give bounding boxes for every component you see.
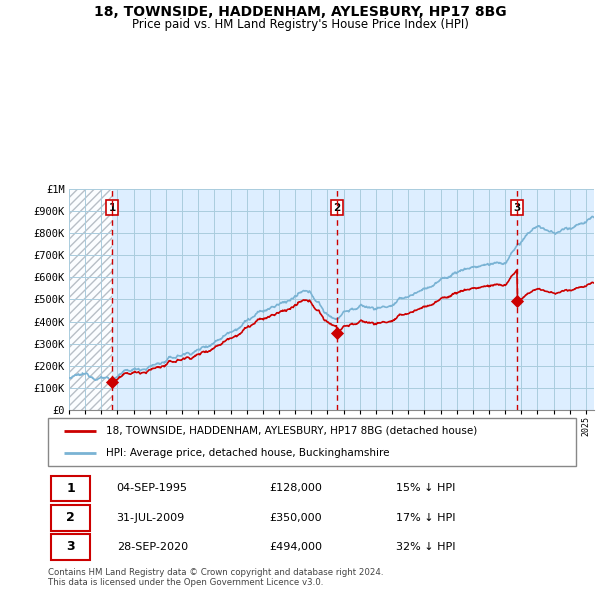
Text: 2: 2 — [66, 511, 75, 525]
Text: Price paid vs. HM Land Registry's House Price Index (HPI): Price paid vs. HM Land Registry's House … — [131, 18, 469, 31]
Text: This data is licensed under the Open Government Licence v3.0.: This data is licensed under the Open Gov… — [48, 578, 323, 587]
Text: HPI: Average price, detached house, Buckinghamshire: HPI: Average price, detached house, Buck… — [106, 448, 389, 458]
FancyBboxPatch shape — [48, 418, 576, 466]
Text: Contains HM Land Registry data © Crown copyright and database right 2024.: Contains HM Land Registry data © Crown c… — [48, 568, 383, 576]
Point — [107, 377, 117, 386]
Text: 3: 3 — [514, 202, 521, 212]
Text: £494,000: £494,000 — [270, 542, 323, 552]
Text: 32% ↓ HPI: 32% ↓ HPI — [397, 542, 456, 552]
Text: 15% ↓ HPI: 15% ↓ HPI — [397, 483, 456, 493]
Text: 28-SEP-2020: 28-SEP-2020 — [116, 542, 188, 552]
Text: £128,000: £128,000 — [270, 483, 323, 493]
Text: 1: 1 — [109, 202, 116, 212]
Point — [512, 296, 522, 306]
Text: 31-JUL-2009: 31-JUL-2009 — [116, 513, 185, 523]
Text: 18, TOWNSIDE, HADDENHAM, AYLESBURY, HP17 8BG (detached house): 18, TOWNSIDE, HADDENHAM, AYLESBURY, HP17… — [106, 426, 478, 436]
Text: 17% ↓ HPI: 17% ↓ HPI — [397, 513, 456, 523]
FancyBboxPatch shape — [50, 534, 90, 560]
Text: 18, TOWNSIDE, HADDENHAM, AYLESBURY, HP17 8BG: 18, TOWNSIDE, HADDENHAM, AYLESBURY, HP17… — [94, 5, 506, 19]
Text: 04-SEP-1995: 04-SEP-1995 — [116, 483, 188, 493]
Point — [332, 328, 341, 337]
Bar — [69, 189, 112, 410]
FancyBboxPatch shape — [50, 476, 90, 502]
Text: £350,000: £350,000 — [270, 513, 322, 523]
Text: 3: 3 — [66, 540, 75, 553]
Text: 2: 2 — [333, 202, 340, 212]
FancyBboxPatch shape — [50, 505, 90, 530]
Text: 1: 1 — [66, 482, 75, 495]
